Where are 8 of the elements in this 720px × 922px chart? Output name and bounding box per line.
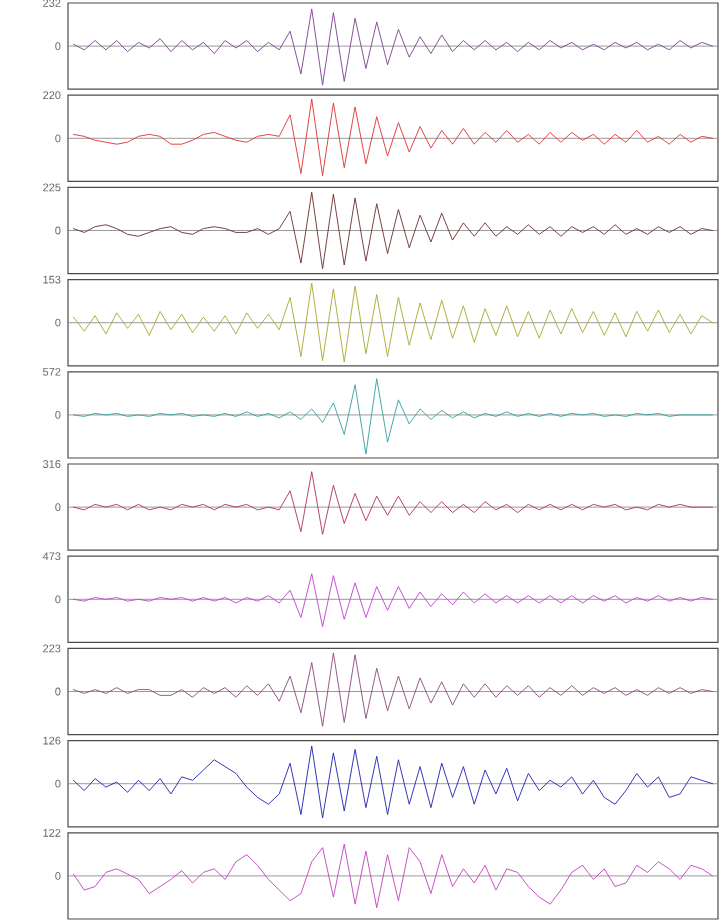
- line-series: [72, 282, 714, 363]
- line-series: [72, 573, 714, 628]
- line-series: [72, 745, 714, 819]
- line-series: [72, 652, 714, 727]
- line-series: [72, 8, 714, 86]
- line-series: [72, 191, 714, 270]
- line-series: [72, 98, 714, 176]
- line-series: [72, 843, 714, 909]
